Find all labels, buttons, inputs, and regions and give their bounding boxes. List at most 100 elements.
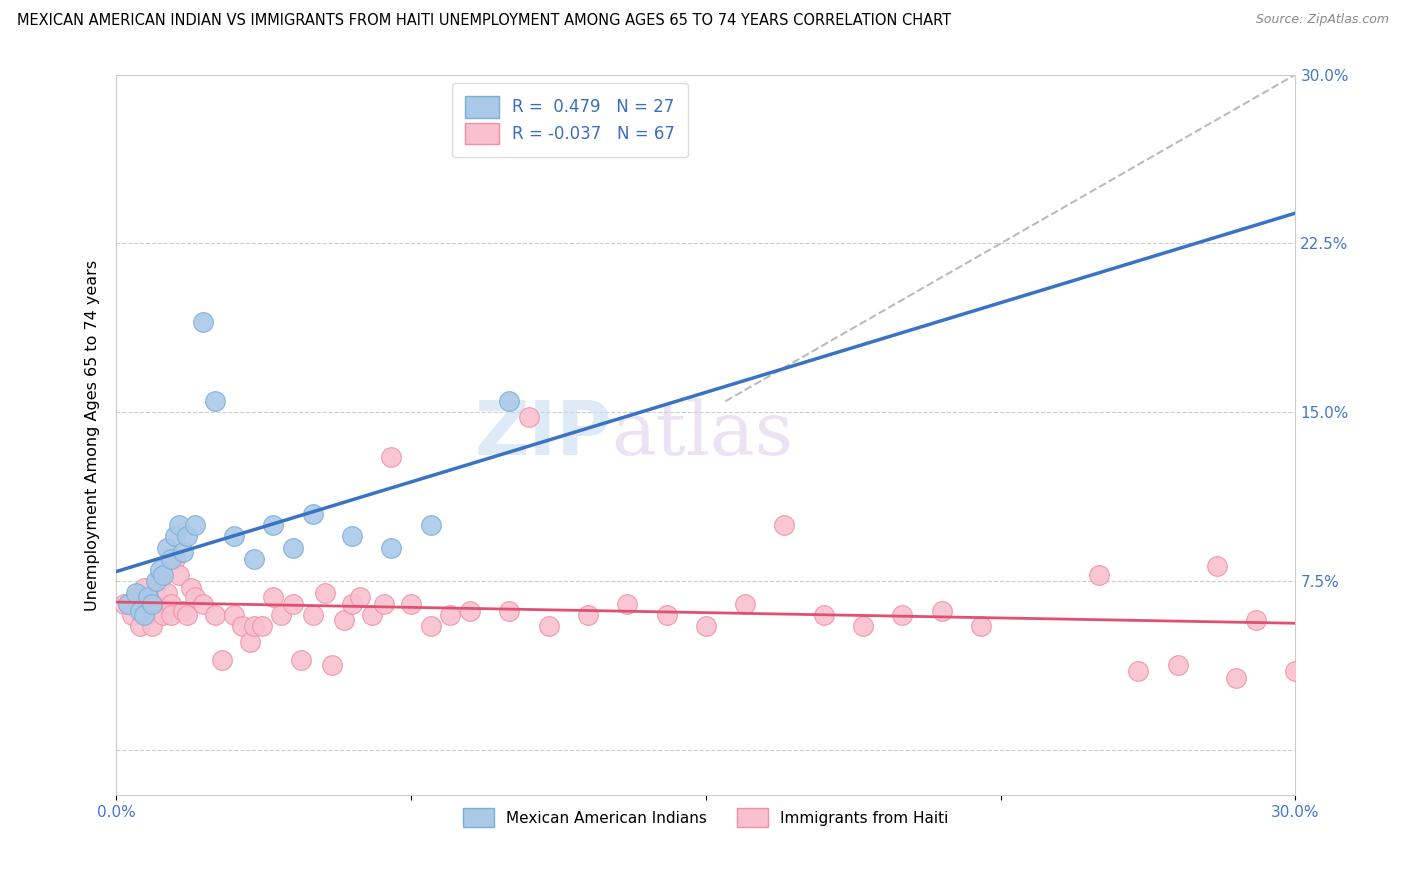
Point bbox=[439, 608, 461, 623]
Point bbox=[314, 585, 336, 599]
Point bbox=[156, 585, 179, 599]
Point bbox=[243, 552, 266, 566]
Point bbox=[239, 635, 262, 649]
Point bbox=[517, 409, 540, 424]
Point bbox=[301, 507, 323, 521]
Point bbox=[128, 619, 150, 633]
Point bbox=[148, 574, 170, 589]
Point bbox=[340, 597, 363, 611]
Point bbox=[250, 619, 273, 633]
Point bbox=[970, 619, 993, 633]
Point bbox=[1088, 567, 1111, 582]
Point bbox=[167, 567, 190, 582]
Point bbox=[176, 529, 198, 543]
Legend: Mexican American Indians, Immigrants from Haiti: Mexican American Indians, Immigrants fro… bbox=[456, 801, 956, 835]
Point bbox=[321, 657, 343, 672]
Point bbox=[333, 613, 356, 627]
Point bbox=[191, 597, 214, 611]
Point bbox=[121, 608, 143, 623]
Point bbox=[167, 518, 190, 533]
Point bbox=[1205, 558, 1227, 573]
Point bbox=[1128, 665, 1150, 679]
Point bbox=[498, 604, 520, 618]
Point bbox=[380, 450, 402, 465]
Point bbox=[498, 394, 520, 409]
Point bbox=[349, 590, 371, 604]
Point bbox=[1225, 671, 1247, 685]
Point bbox=[243, 619, 266, 633]
Point bbox=[1244, 613, 1267, 627]
Point bbox=[224, 529, 246, 543]
Point bbox=[125, 585, 148, 599]
Point bbox=[148, 563, 170, 577]
Point bbox=[152, 608, 174, 623]
Point bbox=[231, 619, 253, 633]
Point bbox=[132, 581, 155, 595]
Y-axis label: Unemployment Among Ages 65 to 74 years: Unemployment Among Ages 65 to 74 years bbox=[86, 260, 100, 610]
Point bbox=[537, 619, 560, 633]
Point bbox=[695, 619, 717, 633]
Point bbox=[211, 653, 233, 667]
Point bbox=[165, 552, 187, 566]
Point bbox=[180, 581, 202, 595]
Point bbox=[148, 601, 170, 615]
Point bbox=[773, 518, 796, 533]
Point bbox=[576, 608, 599, 623]
Point bbox=[145, 574, 167, 589]
Point bbox=[172, 604, 194, 618]
Point bbox=[136, 590, 159, 604]
Point bbox=[184, 518, 207, 533]
Point bbox=[204, 394, 226, 409]
Point bbox=[176, 608, 198, 623]
Point bbox=[141, 597, 163, 611]
Point bbox=[340, 529, 363, 543]
Point bbox=[373, 597, 395, 611]
Point bbox=[160, 597, 183, 611]
Point bbox=[141, 619, 163, 633]
Point bbox=[125, 590, 148, 604]
Point bbox=[263, 518, 285, 533]
Point bbox=[263, 590, 285, 604]
Point bbox=[136, 597, 159, 611]
Point bbox=[419, 619, 441, 633]
Point bbox=[128, 604, 150, 618]
Point bbox=[1284, 665, 1306, 679]
Point bbox=[204, 608, 226, 623]
Point bbox=[145, 590, 167, 604]
Point bbox=[891, 608, 914, 623]
Point bbox=[813, 608, 835, 623]
Text: atlas: atlas bbox=[612, 399, 793, 472]
Text: Source: ZipAtlas.com: Source: ZipAtlas.com bbox=[1256, 13, 1389, 27]
Point bbox=[156, 541, 179, 555]
Point bbox=[160, 552, 183, 566]
Point bbox=[734, 597, 756, 611]
Point bbox=[281, 541, 304, 555]
Point bbox=[160, 608, 183, 623]
Point bbox=[117, 597, 139, 611]
Point bbox=[184, 590, 207, 604]
Point bbox=[132, 608, 155, 623]
Point bbox=[419, 518, 441, 533]
Point bbox=[616, 597, 638, 611]
Point bbox=[931, 604, 953, 618]
Point bbox=[360, 608, 382, 623]
Point bbox=[290, 653, 312, 667]
Point bbox=[655, 608, 678, 623]
Point bbox=[152, 567, 174, 582]
Point bbox=[224, 608, 246, 623]
Point bbox=[458, 604, 481, 618]
Point bbox=[1167, 657, 1189, 672]
Point bbox=[136, 608, 159, 623]
Point bbox=[172, 545, 194, 559]
Point bbox=[281, 597, 304, 611]
Text: ZIP: ZIP bbox=[474, 399, 612, 472]
Point bbox=[301, 608, 323, 623]
Point bbox=[191, 315, 214, 329]
Point bbox=[165, 529, 187, 543]
Point bbox=[380, 541, 402, 555]
Point bbox=[852, 619, 875, 633]
Text: MEXICAN AMERICAN INDIAN VS IMMIGRANTS FROM HAITI UNEMPLOYMENT AMONG AGES 65 TO 7: MEXICAN AMERICAN INDIAN VS IMMIGRANTS FR… bbox=[17, 13, 950, 29]
Point bbox=[399, 597, 422, 611]
Point bbox=[112, 597, 135, 611]
Point bbox=[270, 608, 292, 623]
